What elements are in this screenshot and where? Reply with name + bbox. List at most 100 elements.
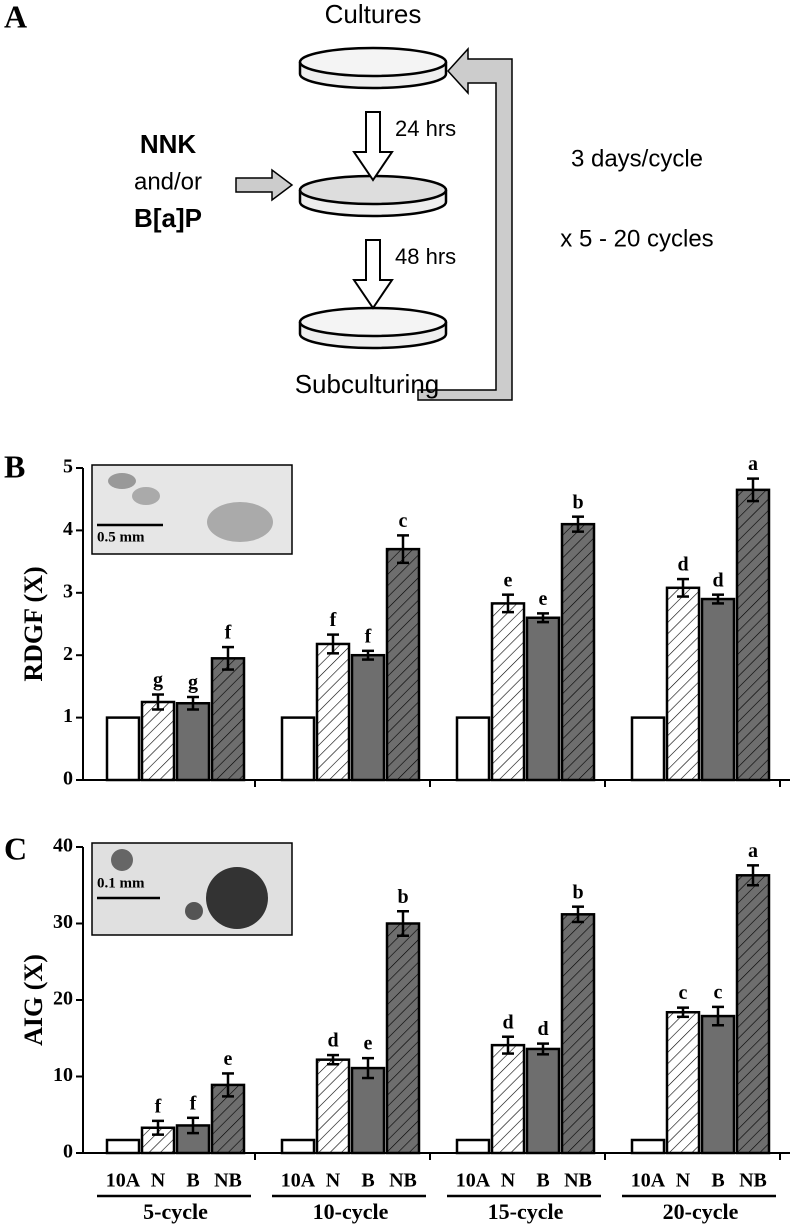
bar: [700, 1014, 736, 1155]
bar: [665, 1010, 701, 1155]
step-label: 48 hrs: [395, 244, 456, 269]
error-bar: [362, 649, 374, 661]
inset-b: [91, 464, 293, 555]
cycle-note: 3 days/cycle: [571, 145, 703, 172]
significance-letter: d: [327, 1030, 338, 1052]
error-bar: [747, 477, 759, 503]
category-label: 10-cycle: [313, 1199, 389, 1224]
series-label: B: [711, 1170, 724, 1192]
bar: [665, 586, 701, 782]
category-label: 20-cycle: [663, 1199, 739, 1224]
series-label: NB: [389, 1170, 417, 1192]
significance-letter: f: [225, 622, 232, 644]
error-bar: [362, 1056, 374, 1080]
significance-letter: f: [330, 609, 337, 631]
series-label: N: [151, 1170, 166, 1192]
series-label: N: [326, 1170, 341, 1192]
y-tick-label: 20: [53, 988, 73, 1010]
treatment: and/or: [134, 168, 202, 195]
treatment: B[a]P: [134, 203, 202, 233]
bar: [455, 1138, 491, 1155]
error-bar: [572, 515, 584, 533]
significance-letter: e: [504, 569, 513, 591]
bar: [315, 1058, 351, 1155]
bar: [525, 1047, 561, 1155]
error-bar: [537, 612, 549, 624]
bar: [525, 616, 561, 782]
error-bar: [537, 1042, 549, 1056]
significance-letter: e: [364, 1033, 373, 1055]
bar: [455, 716, 491, 782]
error-bar: [152, 1119, 164, 1136]
error-bar: [222, 1072, 234, 1098]
y-axis-label: AIG (X): [19, 954, 48, 1046]
inset-scale: 0.1 mm: [97, 875, 145, 891]
error-bar: [152, 693, 164, 711]
significance-letter: d: [712, 569, 723, 591]
bar: [385, 922, 421, 1155]
bar: [315, 642, 351, 782]
error-bar: [677, 577, 689, 598]
cycle-note: x 5 - 20 cycles: [560, 225, 713, 252]
series-label: B: [186, 1170, 199, 1192]
bar: [210, 657, 246, 782]
significance-letter: d: [677, 554, 688, 576]
dishes: [298, 46, 448, 350]
bar: [105, 716, 141, 782]
dish-label: Subculturing: [295, 369, 440, 399]
series-label: NB: [214, 1170, 242, 1192]
y-axis-label: RDGF (X): [19, 566, 48, 681]
bar: [385, 547, 421, 782]
dish-label: Cultures: [325, 0, 422, 29]
error-bar: [712, 1005, 724, 1027]
y-tick-label: 0: [63, 768, 73, 790]
series-label: 10A: [106, 1170, 141, 1192]
bar: [350, 1066, 386, 1155]
loop-arrow: [417, 47, 513, 401]
significance-letter: a: [748, 840, 758, 862]
series-label: NB: [739, 1170, 767, 1192]
category-label: 5-cycle: [143, 1199, 208, 1224]
error-bar: [327, 1053, 339, 1066]
treatment-arrow: [235, 168, 294, 202]
bar: [175, 701, 211, 782]
series-label: N: [676, 1170, 691, 1192]
bar: [280, 1138, 316, 1155]
series-label: 10A: [631, 1170, 666, 1192]
significance-letter: b: [572, 881, 583, 903]
bar: [140, 700, 176, 782]
series-label: 10A: [456, 1170, 491, 1192]
error-bar: [222, 645, 234, 671]
series-label: 10A: [281, 1170, 316, 1192]
bar: [490, 602, 526, 782]
bar: [280, 716, 316, 782]
error-bar: [397, 910, 409, 937]
significance-letter: c: [679, 982, 688, 1004]
error-bar: [397, 534, 409, 565]
error-bar: [502, 1035, 514, 1055]
y-tick-label: 3: [63, 580, 73, 602]
error-bar: [712, 593, 724, 605]
panel-label: A: [4, 0, 27, 34]
y-tick-label: 1: [63, 705, 73, 727]
inset-scale: 0.5 mm: [97, 529, 145, 545]
bar: [630, 716, 666, 782]
y-tick-label: 2: [63, 643, 73, 665]
error-bar: [187, 1116, 199, 1135]
error-bar: [187, 695, 199, 711]
bar: [735, 874, 771, 1155]
step-label: 24 hrs: [395, 116, 456, 141]
down-arrows: [352, 111, 394, 310]
significance-letter: f: [155, 1095, 162, 1117]
significance-letter: f: [190, 1092, 197, 1114]
error-bar: [327, 633, 339, 655]
panel-label: C: [4, 830, 27, 866]
y-tick-label: 30: [53, 911, 73, 933]
bar: [105, 1138, 141, 1155]
error-bar: [572, 905, 584, 924]
inset-c: [91, 842, 293, 936]
y-tick-label: 5: [63, 456, 73, 478]
significance-letter: g: [153, 669, 163, 691]
